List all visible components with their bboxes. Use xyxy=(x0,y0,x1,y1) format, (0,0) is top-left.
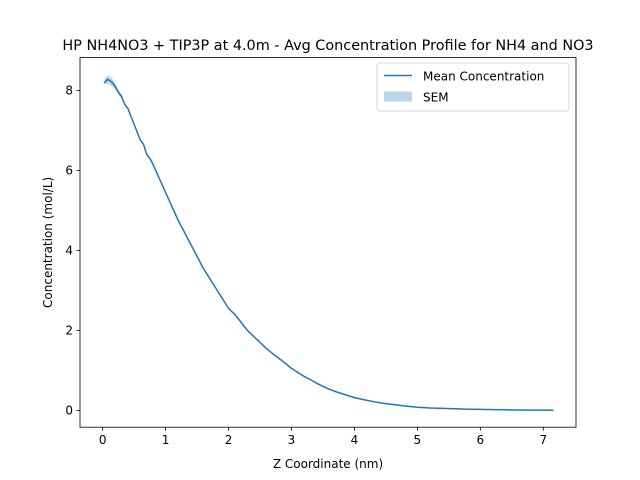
plot-area: 0 1 2 3 4 5 6 7 0 2 4 6 8 xyxy=(65,57,577,447)
x-tick-label: 3 xyxy=(288,433,296,447)
y-tick-label: 8 xyxy=(65,84,73,98)
x-axis-ticks: 0 1 2 3 4 5 6 7 xyxy=(99,427,547,447)
mean-concentration-line xyxy=(103,78,554,411)
x-axis-label: Z Coordinate (nm) xyxy=(273,457,383,471)
sem-band xyxy=(104,75,128,110)
sem-band-layer xyxy=(104,75,128,110)
legend-swatch-sem xyxy=(384,91,412,102)
legend-label-mean-concentration: Mean Concentration xyxy=(423,70,544,84)
mean-line-layer xyxy=(103,78,554,411)
legend-frame xyxy=(376,62,570,112)
x-tick-label: 4 xyxy=(351,433,359,447)
x-tick-label: 7 xyxy=(539,433,547,447)
y-axis-ticks: 0 2 4 6 8 xyxy=(65,84,80,418)
x-tick-label: 6 xyxy=(477,433,485,447)
x-tick-label: 0 xyxy=(99,433,107,447)
legend-label-sem: SEM xyxy=(423,91,449,105)
y-tick-label: 6 xyxy=(65,164,73,178)
legend: Mean Concentration SEM xyxy=(376,62,570,112)
chart-title: HP NH4NO3 + TIP3P at 4.0m - Avg Concentr… xyxy=(62,38,593,54)
y-axis-label: Concentration (mol/L) xyxy=(41,177,55,308)
x-tick-label: 2 xyxy=(225,433,233,447)
y-tick-label: 0 xyxy=(65,404,73,418)
x-tick-label: 1 xyxy=(162,433,170,447)
y-tick-label: 4 xyxy=(65,244,73,258)
x-tick-label: 5 xyxy=(414,433,422,447)
y-tick-label: 2 xyxy=(65,324,73,338)
axes-frame xyxy=(79,57,577,428)
